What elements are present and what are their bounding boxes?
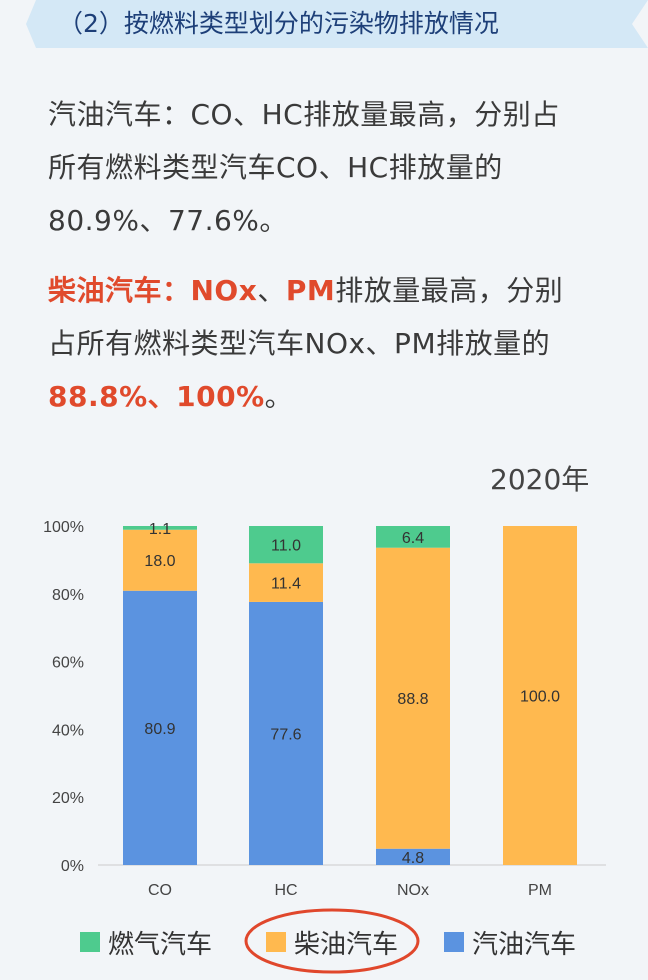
legend-swatch-gasoline xyxy=(444,932,464,952)
bar-segment xyxy=(123,526,197,530)
x-tick-label: CO xyxy=(148,882,172,899)
stacked-bar-chart: 0% 20% 40% 60% 80% 100% 80.9 18.0 1.1 CO 77.6 11.4 1… xyxy=(43,519,606,899)
x-tick-label: NOx xyxy=(397,882,429,899)
y-tick-label: 20% xyxy=(52,790,84,807)
diesel-line-3: 88.8%、100%。 xyxy=(48,370,618,423)
bar-segment xyxy=(376,848,450,865)
bar-segment xyxy=(376,547,450,849)
bar-segment xyxy=(123,590,197,865)
section-title: （2）按燃料类型划分的污染物排放情况 xyxy=(58,9,499,38)
chart-title: 2020年 xyxy=(490,463,590,496)
diesel-summary: 柴油汽车：NOx、PM排放量最高，分别 占所有燃料类型汽车NOx、PM排放量的 … xyxy=(48,264,618,423)
y-tick-label: 40% xyxy=(52,722,84,739)
bar-segment xyxy=(249,601,323,865)
gasoline-line-1: 汽油汽车：CO、HC排放量最高，分别占 xyxy=(48,98,560,131)
diesel-line-2: 占所有燃料类型汽车NOx、PM排放量的 xyxy=(48,327,551,360)
bar-segment xyxy=(123,529,197,591)
bar-segment xyxy=(503,526,577,865)
legend-item-gasoline: 汽油汽车 xyxy=(444,920,576,964)
diesel-end: 。 xyxy=(264,380,294,413)
x-tick-label: HC xyxy=(274,882,297,899)
y-tick-label: 80% xyxy=(52,587,84,604)
legend-swatch-diesel xyxy=(266,932,286,952)
gasoline-summary: 汽油汽车：CO、HC排放量最高，分别占 所有燃料类型汽车CO、HC排放量的 80… xyxy=(48,88,618,247)
data-label: 80.9 xyxy=(144,721,175,738)
data-label: 1.1 xyxy=(149,521,171,538)
data-label: 18.0 xyxy=(144,553,175,570)
diesel-pm: PM xyxy=(285,274,336,307)
diesel-rest: 排放量最高，分别 xyxy=(335,274,564,307)
y-tick-label: 0% xyxy=(61,858,84,875)
legend-highlight-ellipse xyxy=(244,908,420,974)
legend-item-gas: 燃气汽车 xyxy=(80,920,212,964)
data-label: 11.0 xyxy=(271,538,301,555)
legend-item-diesel: 柴油汽车 xyxy=(266,920,398,964)
data-label: 100.0 xyxy=(520,689,560,706)
diesel-label: 柴油汽车：NOx xyxy=(48,274,258,307)
diesel-values: 88.8%、100% xyxy=(48,380,265,413)
data-label: 77.6 xyxy=(270,726,301,743)
y-tick-label: 60% xyxy=(52,655,84,672)
data-label: 6.4 xyxy=(402,530,424,547)
bar-segment xyxy=(376,526,450,548)
diesel-separator: 、 xyxy=(257,274,286,307)
legend-label-gas: 燃气汽车 xyxy=(108,929,213,960)
bar-segment xyxy=(249,563,323,602)
data-label: 11.4 xyxy=(271,576,301,593)
bar-segment xyxy=(249,526,323,564)
legend-label-gasoline: 汽油汽车 xyxy=(472,929,577,960)
data-label: 88.8 xyxy=(397,691,428,708)
x-tick-label: PM xyxy=(528,882,552,899)
gasoline-line-3: 80.9%、77.6%。 xyxy=(48,204,288,237)
section-banner xyxy=(26,0,648,48)
banner-shape xyxy=(26,0,648,48)
legend-swatch-gas xyxy=(80,932,100,952)
legend-label-diesel: 柴油汽车 xyxy=(294,929,399,960)
y-tick-label: 100% xyxy=(43,519,84,536)
diesel-line-1: 柴油汽车：NOx、PM排放量最高，分别 xyxy=(48,264,618,317)
data-label: 4.8 xyxy=(402,850,424,867)
gasoline-line-2: 所有燃料类型汽车CO、HC排放量的 xyxy=(48,151,503,184)
